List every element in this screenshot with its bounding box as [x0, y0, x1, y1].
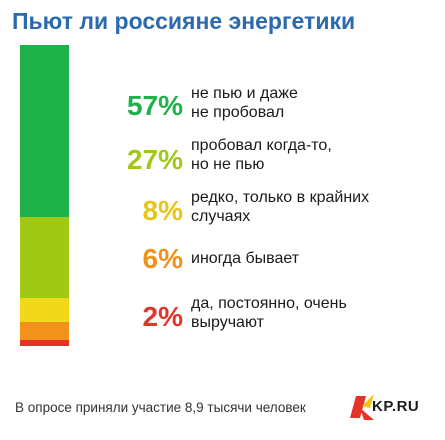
bar-segment — [20, 217, 69, 298]
bar-segment — [20, 45, 69, 217]
kp-logo-icon — [350, 394, 374, 420]
percent-label: 6% — [142, 243, 183, 274]
answer-label: да, постоянно, очень выручают — [191, 295, 347, 331]
legend-row: 6% иногда бывает — [113, 240, 438, 286]
bar-segment — [20, 298, 69, 322]
bar-segment — [20, 322, 69, 340]
percent-label: 2% — [142, 301, 183, 332]
answer-label: не пью и даже не пробовал — [191, 85, 298, 121]
chart-title: Пьют ли россияне энергетики — [12, 8, 356, 34]
legend-row: 2% да, постоянно, очень выручают — [113, 294, 438, 340]
stacked-bar — [20, 45, 69, 346]
legend-row: 27% пробовал когда-то, но не пью — [113, 136, 438, 182]
logo-text: KP.RU — [372, 398, 420, 415]
answer-label: иногда бывает — [191, 250, 300, 267]
survey-footnote: В опросе приняли участие 8,9 тысячи чело… — [15, 400, 306, 415]
bar-segment — [20, 340, 69, 346]
answer-label: пробовал когда-то, но не пью — [191, 137, 332, 173]
legend-row: 57% не пью и даже не пробовал — [113, 84, 438, 130]
percent-label: 8% — [142, 195, 183, 226]
answer-label: редко, только в крайних случаях — [191, 189, 370, 225]
percent-label: 27% — [126, 144, 183, 175]
percent-label: 57% — [126, 90, 183, 121]
legend-row: 8% редко, только в крайних случаях — [113, 188, 438, 234]
